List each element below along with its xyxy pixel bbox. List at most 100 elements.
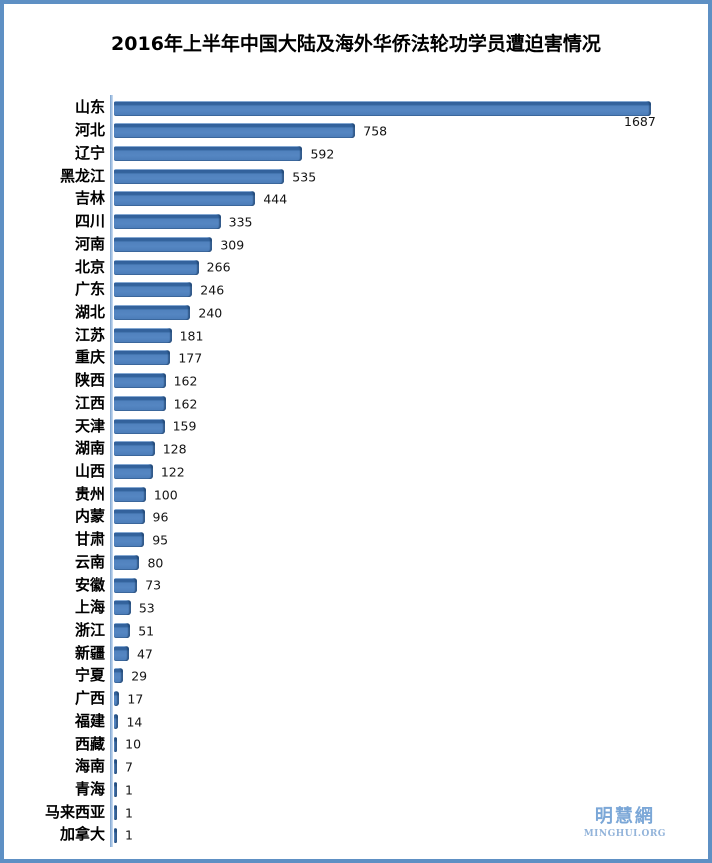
bar-row: 内蒙 96 (4, 506, 708, 529)
bar (114, 532, 145, 548)
bar-row: 广西 17 (4, 688, 708, 711)
bar-row: 天津 159 (4, 415, 708, 438)
bar-track: 100 (114, 483, 708, 506)
value-label: 159 (172, 418, 197, 434)
bar-track: 29 (114, 665, 708, 688)
category-label: 马来西亚 (44, 802, 105, 821)
bar-row: 重庆 177 (4, 347, 708, 370)
bar-row: 吉林 444 (4, 188, 708, 211)
bar-row: 河南 309 (4, 233, 708, 256)
category-label: 云南 (74, 552, 105, 571)
bar-track: 246 (114, 279, 708, 302)
category-label: 内蒙 (74, 507, 105, 526)
category-label: 江苏 (74, 325, 105, 344)
value-label: 592 (310, 146, 335, 162)
category-label: 河南 (74, 234, 105, 253)
bar-row: 福建 14 (4, 710, 708, 733)
bar-row: 湖北 240 (4, 301, 708, 324)
value-label: 128 (162, 441, 187, 457)
category-label: 甘肃 (74, 530, 105, 549)
bar-row: 云南 80 (4, 551, 708, 574)
bar (114, 236, 213, 252)
bar-row: 加拿大 1 (4, 824, 708, 847)
bar-track: 535 (114, 165, 708, 188)
bar-track: 10 (114, 733, 708, 756)
bar-row: 上海 53 (4, 597, 708, 620)
category-label: 北京 (74, 257, 105, 276)
bar (114, 214, 221, 230)
bar (114, 350, 171, 366)
bar-track: 162 (114, 392, 708, 415)
category-label: 西藏 (74, 734, 105, 753)
bar-row: 新疆 47 (4, 642, 708, 665)
value-label: 51 (138, 623, 155, 639)
category-label: 吉林 (74, 189, 105, 208)
bar-row: 马来西亚 1 (4, 801, 708, 824)
category-label: 黑龙江 (59, 166, 105, 185)
bar-row: 陕西 162 (4, 370, 708, 393)
category-label: 海南 (74, 757, 105, 776)
bar-track: 128 (114, 438, 708, 461)
value-label: 535 (292, 169, 317, 185)
watermark-latin-text: MINGHUI.ORG (583, 829, 666, 839)
value-label: 1 (125, 827, 133, 843)
bar (114, 645, 129, 661)
value-label: 162 (173, 373, 198, 389)
bar-track: 96 (114, 506, 708, 529)
bar-track: 14 (114, 710, 708, 733)
value-label: 309 (220, 237, 245, 253)
bar-track: 1 (114, 801, 708, 824)
category-label: 天津 (74, 416, 105, 435)
value-label: 758 (363, 123, 388, 139)
bar (114, 668, 124, 684)
value-label: 100 (153, 487, 178, 503)
bar-row: 湖南 128 (4, 438, 708, 461)
bar (114, 713, 119, 729)
value-label: 14 (126, 714, 143, 730)
bar-row: 四川 335 (4, 211, 708, 234)
bar (114, 509, 145, 525)
bar-track: 758 (114, 120, 708, 143)
bar (114, 373, 166, 389)
minghui-watermark: 明慧網 MINGHUI.ORG (584, 802, 666, 839)
bar (114, 804, 117, 820)
bar (114, 736, 118, 752)
value-label: 335 (228, 214, 253, 230)
bar (114, 577, 138, 593)
bar-track: 17 (114, 688, 708, 711)
category-label: 江西 (74, 393, 105, 412)
bar-row: 北京 266 (4, 256, 708, 279)
category-label: 浙江 (74, 621, 105, 640)
category-label: 上海 (74, 598, 105, 617)
category-label: 山东 (74, 98, 105, 117)
bar-row: 浙江 51 (4, 620, 708, 643)
category-label: 湖南 (74, 439, 105, 458)
bar-track: 444 (114, 188, 708, 211)
bar-row: 黑龙江 535 (4, 165, 708, 188)
category-label: 河北 (74, 121, 105, 140)
category-label: 贵州 (74, 484, 105, 503)
category-label: 广东 (74, 280, 105, 299)
bar (114, 145, 303, 161)
bar-row: 贵州 100 (4, 483, 708, 506)
value-label: 96 (152, 509, 169, 525)
bar (114, 168, 285, 184)
value-label: 17 (127, 691, 144, 707)
bar-track: 95 (114, 529, 708, 552)
category-label: 宁夏 (74, 666, 105, 685)
value-label: 1 (125, 782, 133, 798)
bar (114, 282, 193, 298)
value-label: 73 (145, 577, 162, 593)
bar-track: 181 (114, 324, 708, 347)
bar-row: 广东 246 (4, 279, 708, 302)
bar (114, 304, 191, 320)
bar (114, 464, 153, 479)
bar-track: 177 (114, 347, 708, 370)
bar-row: 江苏 181 (4, 324, 708, 347)
value-label: 80 (147, 555, 164, 571)
bar-track: 240 (114, 301, 708, 324)
bar-track: 51 (114, 620, 708, 643)
y-axis-line (110, 95, 113, 847)
value-label: 10 (125, 736, 142, 752)
category-label: 山西 (74, 461, 105, 480)
